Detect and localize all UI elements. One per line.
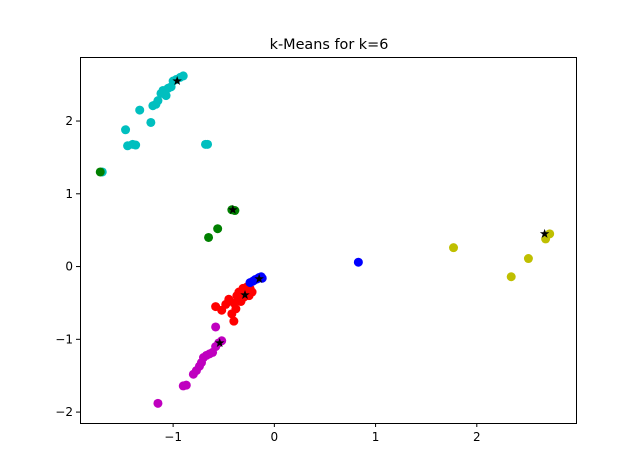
y-axis: −2 −1 0 1 2 [55,114,80,419]
data-point [181,380,191,390]
data-point [211,322,221,332]
y-tick-label: −2 [55,405,73,419]
data-point [204,232,214,242]
x-tick-label: 1 [372,430,380,444]
data-point [178,71,188,81]
x-axis: −1 0 1 2 [164,423,481,444]
y-tick-label: 1 [65,187,73,201]
data-point [449,243,459,253]
data-point [203,139,213,149]
points-layer [95,71,555,408]
y-tick-label: −1 [55,332,73,346]
data-point [231,304,241,314]
data-point [121,125,131,135]
centroid-star [228,204,238,214]
data-point [506,272,516,282]
data-point [213,224,223,234]
axes-frame [80,57,577,424]
y-tick-label: 0 [65,260,73,274]
series-cluster-yellow [449,229,555,282]
data-point [146,117,156,127]
data-point [353,257,363,267]
data-point [153,96,163,106]
data-point [135,105,145,115]
x-tick-label: −1 [164,430,182,444]
data-point [229,316,239,326]
centroid-star [172,76,182,86]
centroid-star [214,337,225,348]
series-cluster-magenta [153,322,227,408]
data-point [523,254,533,264]
centroid-star [240,289,250,299]
data-point [247,287,257,297]
centroids-layer [172,76,550,348]
x-tick-label: 0 [271,430,279,444]
data-point [95,167,105,177]
data-point [131,140,141,150]
plot-area [80,57,577,424]
series-cluster-red [211,282,257,326]
centroid-star [539,228,550,238]
data-point [161,91,171,101]
data-point [153,398,163,408]
centroid-star [254,273,264,283]
series-cluster-cyan [97,71,213,177]
x-tick-label: 2 [473,430,481,444]
y-tick-label: 2 [65,114,73,128]
chart-title: k-Means for k=6 [270,37,389,53]
data-point [545,229,555,239]
